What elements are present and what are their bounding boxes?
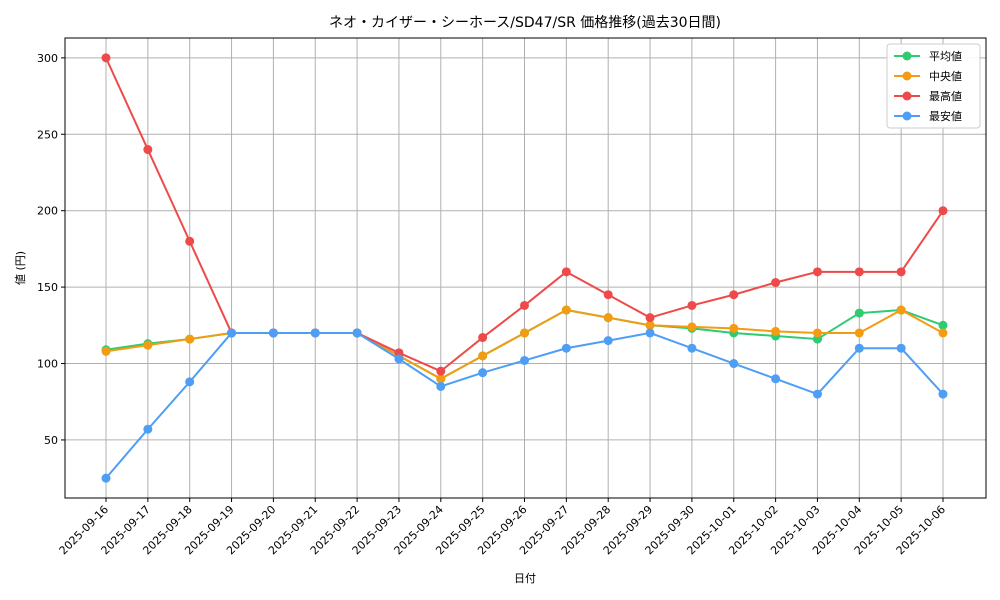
- data-point: [603, 336, 613, 346]
- data-point: [520, 328, 529, 338]
- y-tick-label: 250: [37, 128, 58, 141]
- data-point: [896, 267, 906, 277]
- data-point: [938, 389, 948, 399]
- data-point: [938, 328, 948, 338]
- legend-label: 最安値: [929, 109, 962, 123]
- y-tick-label: 200: [37, 205, 58, 218]
- data-point: [478, 333, 488, 343]
- data-point: [394, 354, 404, 364]
- data-point: [854, 328, 864, 338]
- data-point: [645, 320, 655, 330]
- y-tick-label: 300: [37, 52, 58, 65]
- axis-ticks: 2025-09-162025-09-172025-09-182025-09-19…: [37, 52, 948, 557]
- data-point: [854, 343, 864, 353]
- chart-title: ネオ・カイザー・シーホース/SD47/SR 価格推移(過去30日間): [329, 15, 721, 31]
- data-point: [854, 308, 864, 318]
- data-point: [268, 328, 278, 338]
- legend-swatch-marker: [902, 71, 912, 81]
- legend-label: 平均値: [929, 50, 962, 63]
- legend-label: 最高値: [929, 89, 962, 103]
- data-point: [938, 320, 948, 330]
- data-point: [185, 377, 195, 387]
- y-tick-label: 100: [37, 358, 58, 371]
- data-point: [687, 343, 697, 353]
- data-point: [101, 473, 111, 483]
- data-point: [310, 328, 320, 338]
- data-point: [436, 366, 446, 376]
- legend-swatch-marker: [902, 51, 912, 61]
- series-最安値: [101, 328, 948, 483]
- data-point: [687, 322, 697, 332]
- data-point: [812, 328, 822, 338]
- data-point: [645, 328, 655, 338]
- y-axis-label: 値 (円): [14, 251, 27, 285]
- legend-label: 中央値: [929, 70, 962, 83]
- data-point: [771, 278, 781, 288]
- legend-swatch-marker: [902, 91, 912, 101]
- y-tick-label: 50: [44, 434, 58, 447]
- data-point: [938, 206, 948, 216]
- series-layer: [101, 53, 948, 483]
- data-point: [227, 328, 237, 338]
- data-point: [101, 346, 111, 356]
- legend-swatch-marker: [902, 111, 912, 121]
- data-point: [561, 267, 571, 277]
- data-point: [896, 343, 906, 353]
- data-point: [352, 328, 362, 338]
- data-point: [812, 267, 822, 277]
- data-point: [478, 351, 488, 361]
- data-point: [854, 267, 864, 277]
- data-point: [561, 305, 571, 315]
- y-tick-label: 150: [37, 281, 58, 294]
- data-point: [729, 359, 739, 369]
- data-point: [478, 368, 488, 378]
- data-point: [603, 290, 613, 300]
- legend-box: [886, 43, 981, 129]
- data-point: [520, 300, 529, 310]
- data-point: [561, 343, 571, 353]
- plot-area: [64, 37, 987, 499]
- data-point: [520, 355, 529, 365]
- data-point: [603, 313, 613, 323]
- grid-lines: [65, 38, 986, 498]
- data-point: [143, 424, 153, 434]
- data-point: [729, 323, 739, 333]
- data-point: [101, 53, 111, 63]
- x-axis-label: 日付: [514, 572, 536, 585]
- data-point: [143, 340, 153, 350]
- data-point: [185, 236, 195, 246]
- data-point: [687, 300, 697, 310]
- data-point: [812, 389, 822, 399]
- data-point: [436, 381, 446, 391]
- data-point: [729, 290, 739, 300]
- data-point: [436, 374, 446, 384]
- data-point: [771, 374, 781, 384]
- data-point: [771, 326, 781, 336]
- data-point: [896, 305, 906, 315]
- data-point: [143, 145, 153, 155]
- data-point: [645, 313, 655, 323]
- data-point: [185, 334, 195, 344]
